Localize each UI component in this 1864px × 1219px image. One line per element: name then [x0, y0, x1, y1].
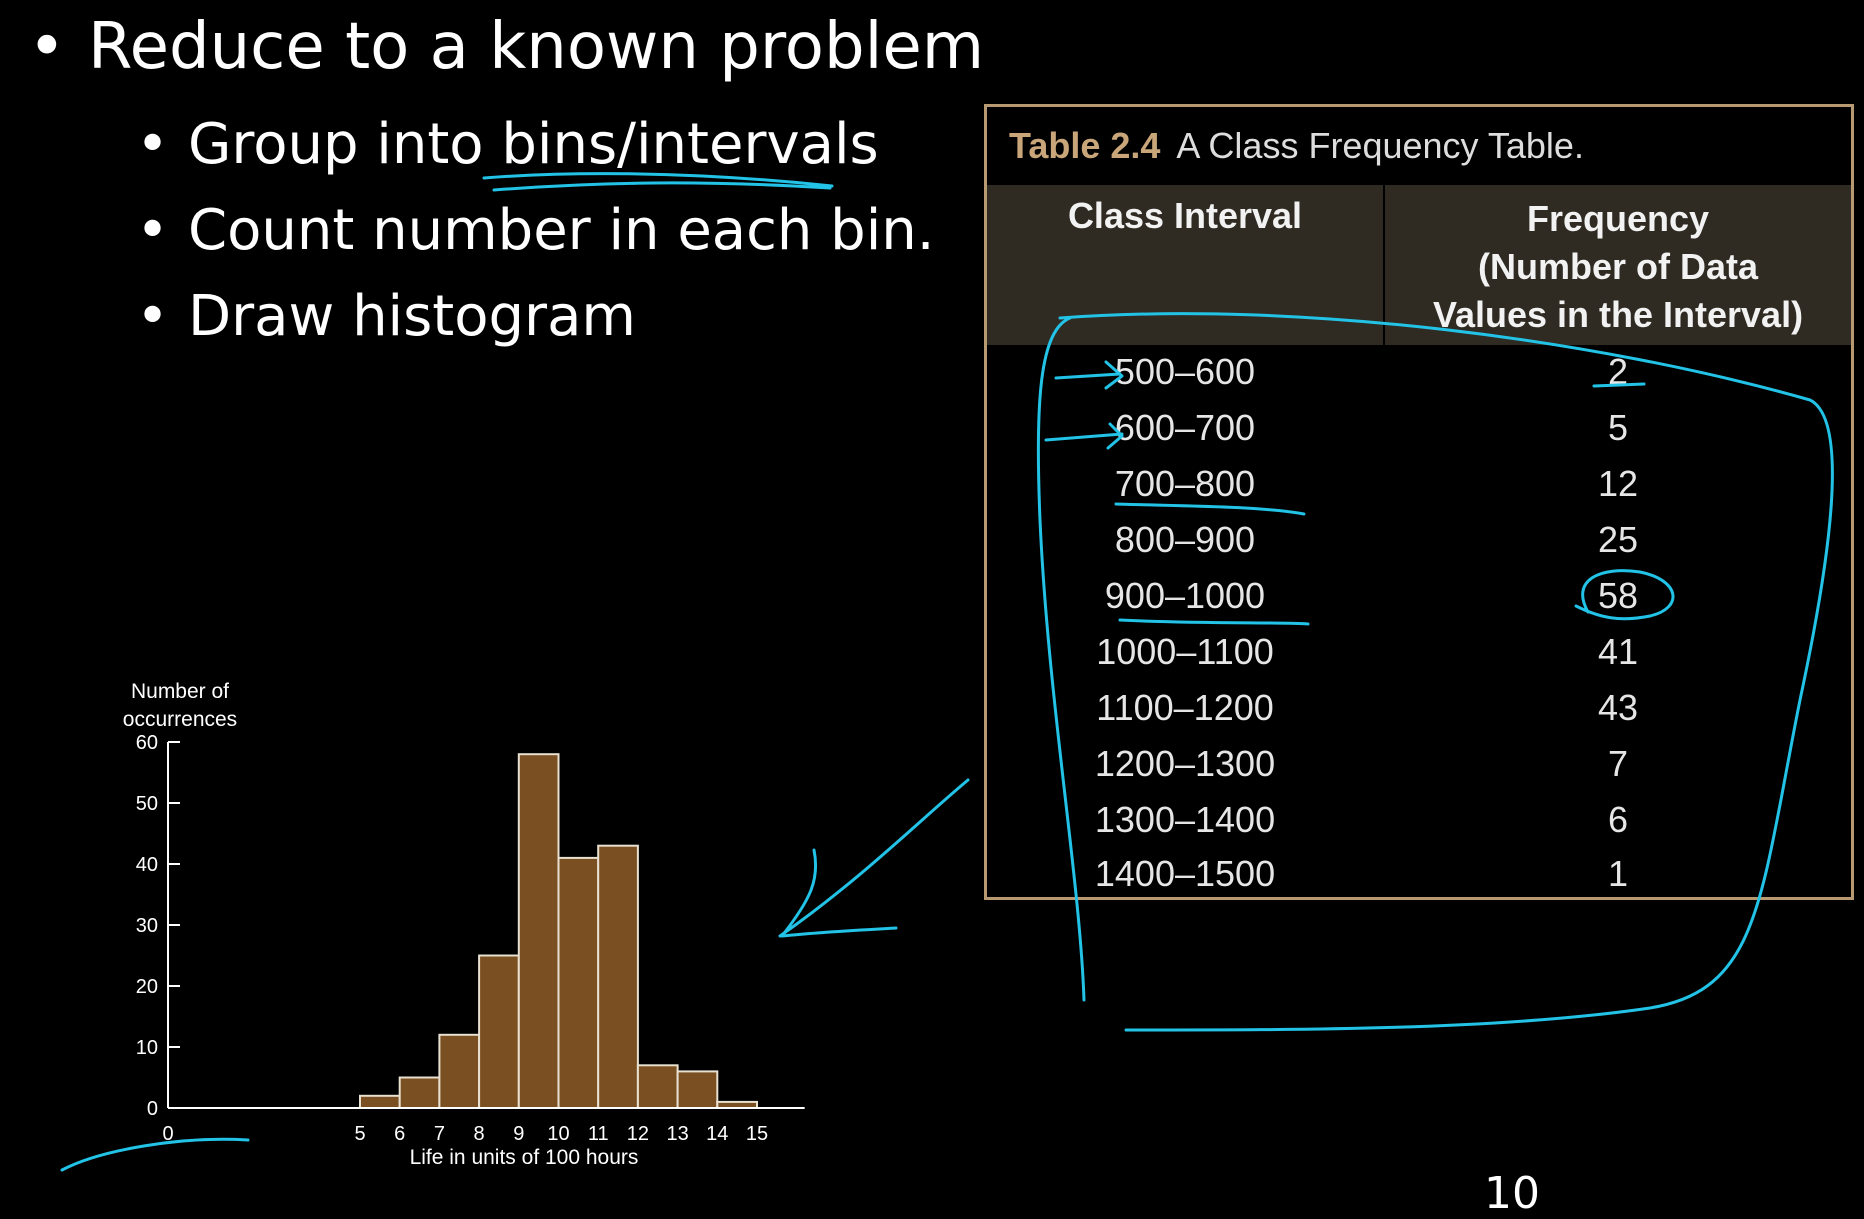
- interval-cell: 500–600: [1114, 351, 1256, 392]
- sub-bullet-1-text: Group into bins/intervals: [188, 112, 879, 177]
- table-row: 1200–1300 7: [987, 743, 1851, 799]
- table-row: 800–900 25: [987, 519, 1851, 575]
- x-tick-label: 6: [394, 1123, 405, 1145]
- histogram-bar-5: [517, 753, 560, 1109]
- sub-bullet-3-text: Draw histogram: [188, 284, 636, 349]
- interval-cell: 1300–1400: [1094, 799, 1276, 840]
- histogram-bar-1: [359, 1094, 401, 1110]
- interval-cell: 700–800: [1114, 463, 1256, 504]
- frequency-cell: 5: [1607, 407, 1629, 448]
- histogram-bar-7: [597, 844, 639, 1109]
- page-number: 10: [1484, 1168, 1540, 1219]
- table-caption-text: A Class Frequency Table.: [1176, 125, 1584, 166]
- histogram-axes: 0 10 20 30 40 50 60 0 5 6 7 8 9 10 11 12 13 14 15: [136, 732, 805, 1145]
- y-tick-label: 0: [147, 1098, 158, 1120]
- table-header: Class Interval Frequency (Number of Data…: [987, 185, 1851, 345]
- header-divider: [1383, 185, 1385, 345]
- interval-cell: 1400–1500: [1094, 853, 1276, 894]
- bullet-dot: •: [136, 284, 170, 349]
- frequency-cell: 25: [1597, 519, 1639, 560]
- interval-cell: 600–700: [1114, 407, 1256, 448]
- histogram-bar-3: [438, 1033, 481, 1110]
- interval-cell: 1200–1300: [1094, 743, 1276, 784]
- col-header-class-interval: Class Interval: [1067, 195, 1303, 236]
- x-tick-label: 0: [162, 1123, 173, 1145]
- frequency-cell: 2: [1607, 351, 1629, 392]
- y-tick-label: 30: [136, 915, 158, 937]
- bullet-main: • Reduce to a known problem: [28, 10, 984, 84]
- interval-cell: 900–1000: [1104, 575, 1266, 616]
- col-header-frequency-line3: Values in the Interval): [1432, 294, 1804, 335]
- histogram-bar-6: [557, 856, 600, 1110]
- interval-cell: 800–900: [1114, 519, 1256, 560]
- y-axis-title-line1: Number of: [131, 680, 229, 703]
- table-row: 700–800 12: [987, 463, 1851, 519]
- class-frequency-table: Table 2.4 A Class Frequency Table. Class …: [984, 104, 1854, 900]
- x-tick-label: 8: [474, 1123, 485, 1145]
- table-caption-label: Table 2.4: [1009, 125, 1161, 166]
- bullet-dot: •: [136, 198, 170, 263]
- table-row: 1300–1400 6: [987, 799, 1851, 855]
- col-header-frequency-line1: Frequency: [1526, 198, 1710, 239]
- sub-bullet-2: • Count number in each bin.: [136, 198, 935, 263]
- frequency-cell: 6: [1607, 799, 1629, 840]
- table-row: 1100–1200 43: [987, 687, 1851, 743]
- histogram-bar-4: [478, 954, 520, 1109]
- histogram-bar-8: [636, 1064, 679, 1110]
- interval-cell: 1000–1100: [1096, 631, 1274, 672]
- table-row: 1400–1500 1: [987, 853, 1851, 909]
- y-axis-title-line2: occurrences: [123, 708, 237, 731]
- frequency-cell: 43: [1597, 687, 1639, 728]
- frequency-cell: 12: [1597, 463, 1639, 504]
- x-tick-label: 10: [547, 1123, 569, 1145]
- col-header-frequency-line2: (Number of Data: [1477, 246, 1759, 287]
- x-tick-label: 7: [434, 1123, 445, 1145]
- histogram-bar-2: [398, 1076, 441, 1109]
- table-row: 600–700 5: [987, 407, 1851, 463]
- bullet-main-text: Reduce to a known problem: [88, 10, 985, 84]
- y-tick-label: 40: [136, 854, 158, 876]
- x-tick-label: 11: [588, 1123, 609, 1145]
- y-tick-label: 50: [136, 793, 158, 815]
- histogram-bars: [359, 753, 758, 1110]
- histogram-chart: Number of occurrences Life in units of 1…: [123, 680, 805, 1169]
- bullet-dot: •: [136, 112, 170, 177]
- frequency-cell: 1: [1607, 853, 1629, 894]
- frequency-cell: 7: [1607, 743, 1629, 784]
- y-tick-label: 10: [136, 1037, 158, 1059]
- x-tick-label: 13: [666, 1123, 688, 1145]
- frequency-cell: 41: [1597, 631, 1639, 672]
- table-row: 1000–1100 41: [987, 631, 1851, 687]
- x-tick-label: 9: [513, 1123, 524, 1145]
- interval-cell: 1100–1200: [1096, 687, 1274, 728]
- x-tick-label: 14: [706, 1123, 728, 1145]
- sub-bullet-1: • Group into bins/intervals: [136, 112, 879, 177]
- table-row: 500–600 2: [987, 351, 1851, 407]
- x-axis-title: Life in units of 100 hours: [410, 1146, 639, 1169]
- col-header-frequency: Frequency (Number of Data Values in the …: [1385, 195, 1851, 339]
- histogram-bar-9: [676, 1070, 719, 1110]
- frequency-cell: 58: [1597, 575, 1639, 616]
- y-tick-label: 60: [136, 732, 158, 754]
- x-tick-label: 12: [627, 1123, 649, 1145]
- table-caption: Table 2.4 A Class Frequency Table.: [1009, 125, 1584, 167]
- bullet-dot: •: [28, 10, 66, 84]
- x-tick-label: 15: [746, 1123, 768, 1145]
- sub-bullet-3: • Draw histogram: [136, 284, 636, 349]
- sub-bullet-2-text: Count number in each bin.: [188, 198, 935, 263]
- table-row: 900–1000 58: [987, 575, 1851, 631]
- y-tick-label: 20: [136, 976, 158, 998]
- x-tick-label: 5: [354, 1123, 365, 1145]
